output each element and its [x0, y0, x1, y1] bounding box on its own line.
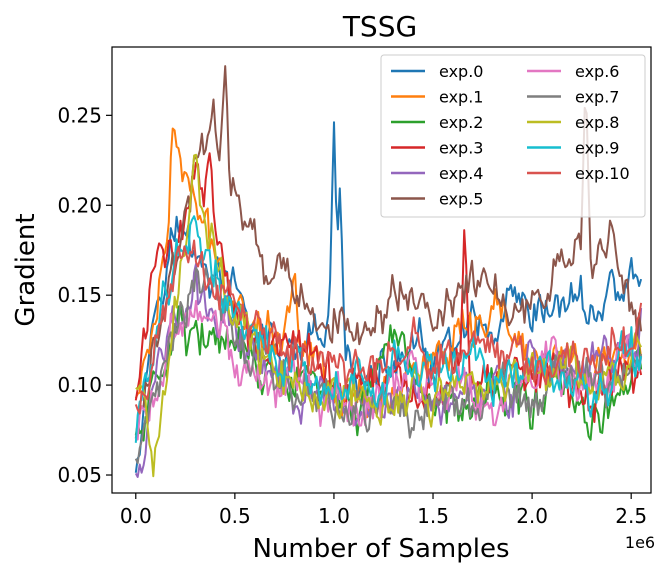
x-tick-label: 0.5	[219, 504, 251, 528]
legend-label: exp.4	[439, 164, 483, 183]
y-tick-label: 0.25	[57, 103, 102, 127]
y-tick-label: 0.15	[57, 283, 102, 307]
legend-label: exp.3	[439, 139, 483, 158]
series-line-exp-9	[134, 215, 643, 443]
x-axis-label: Number of Samples	[252, 534, 509, 564]
x-tick-label: 1.0	[318, 504, 350, 528]
legend-label: exp.1	[439, 88, 483, 107]
chart-title: TSSG	[342, 10, 417, 43]
x-offset-text: 1e6	[625, 533, 655, 552]
y-tick-label: 0.10	[57, 373, 102, 397]
x-tick-label: 0.0	[120, 504, 152, 528]
series-line-exp-10	[134, 239, 643, 415]
legend-label: exp.0	[439, 62, 483, 81]
legend-label: exp.10	[575, 164, 630, 183]
x-tick-label: 1.5	[417, 504, 449, 528]
axis-ticks: 0.0 0.5 1.0 1.5 2.0 2.5 0.05 0.10 0.15 0.20 0.25	[57, 103, 647, 528]
series-line-exp-5	[134, 65, 643, 439]
legend-label: exp.5	[439, 190, 483, 209]
legend-label: exp.6	[575, 62, 619, 81]
y-tick-label: 0.05	[57, 463, 102, 487]
plot-frame	[111, 46, 652, 494]
legend-label: exp.8	[575, 113, 619, 132]
legend: exp.0 exp.1 exp.2 exp.3 exp.4 exp.5 exp.6 exp.7…	[380, 54, 646, 218]
y-axis-label: Gradient	[11, 213, 41, 326]
x-tick-label: 2.0	[516, 504, 548, 528]
legend-label: exp.7	[575, 88, 619, 107]
legend-label: exp.2	[439, 113, 483, 132]
x-tick-label: 2.5	[615, 504, 647, 528]
legend-box	[380, 54, 646, 218]
y-tick-label: 0.20	[57, 193, 102, 217]
legend-label: exp.9	[575, 139, 619, 158]
